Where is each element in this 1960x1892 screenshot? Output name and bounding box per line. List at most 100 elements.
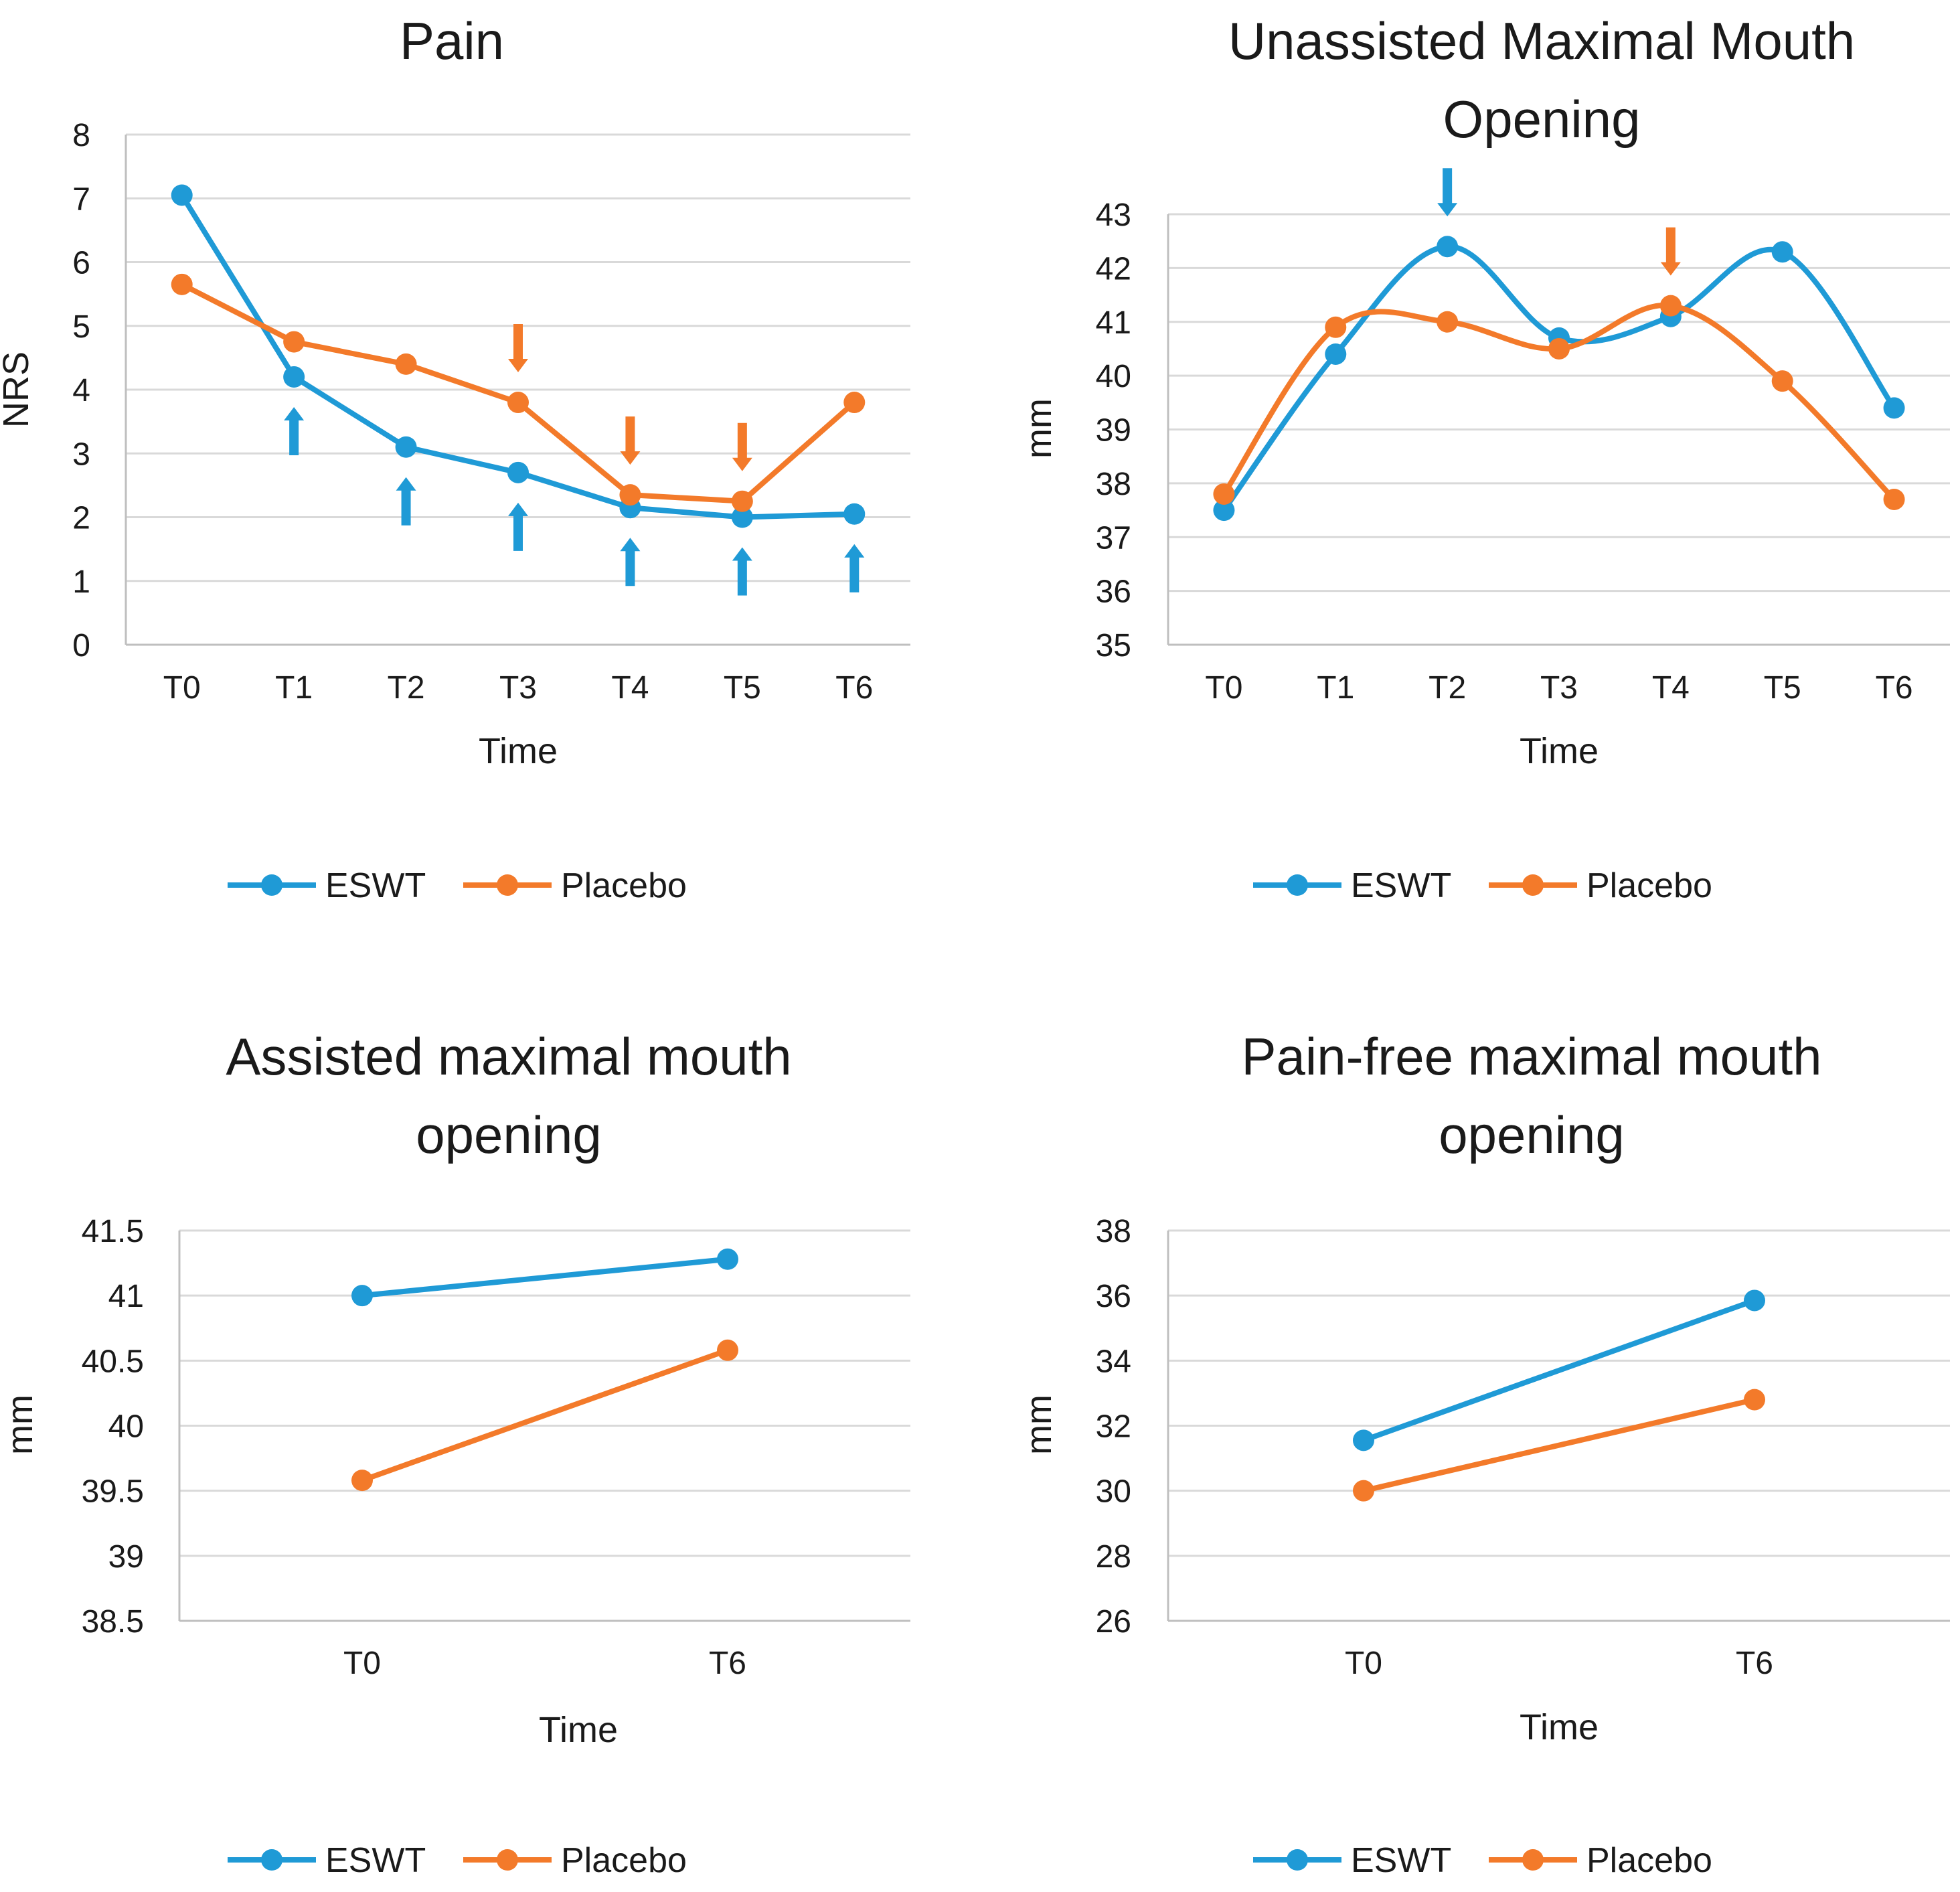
data-point-eswt-t6 [843,503,866,525]
y-tick-label: 0 [72,628,90,663]
data-point-eswt-t1 [1325,343,1347,365]
y-tick-label: 42 [1096,251,1131,287]
y-tick-label: 40.5 [82,1344,144,1379]
placebo-down-arrow-icon [508,324,528,373]
y-tick-label: 41 [1096,305,1131,341]
data-point-placebo-t5 [1771,370,1793,392]
data-point-placebo-t6 [1883,488,1905,510]
x-axis-label: Time [1520,1707,1599,1747]
legend-marker-placebo [1522,1849,1544,1871]
data-point-placebo-t2 [395,353,417,375]
chart-title: Assisted maximal mouth [226,1027,791,1086]
y-tick-label: 36 [1096,574,1131,610]
data-point-eswt-t6 [1744,1289,1765,1312]
x-tick-label: T6 [1736,1646,1773,1681]
x-axis-label: Time [539,1710,618,1750]
legend-marker-placebo [497,874,518,896]
eswt-down-arrow-icon [1437,168,1458,217]
x-tick-label: T1 [1317,670,1354,706]
x-tick-label: T2 [388,670,425,706]
x-tick-label: T0 [163,670,201,706]
y-axis-label: NRS [0,351,36,428]
series-line-eswt [1362,1297,1756,1443]
x-axis-label: Time [479,731,558,771]
legend: ESWT Placebo [1253,1841,1712,1880]
y-tick-label: 32 [1096,1409,1131,1445]
eswt-up-arrow-icon [396,477,416,526]
legend-label-eswt: ESWT [325,1841,426,1880]
x-tick-label: T1 [275,670,313,706]
data-point-eswt-t1 [283,366,305,388]
x-tick-label: T5 [1764,670,1801,706]
chart-title: Unassisted Maximal Mouth [1228,11,1855,70]
legend-label-eswt: ESWT [1351,1841,1451,1880]
data-point-eswt-t5 [1771,241,1793,263]
legend-marker-eswt [1287,874,1308,896]
x-tick-label: T3 [499,670,537,706]
y-axis-label: mm [0,1395,40,1455]
legend-marker-eswt [261,874,282,896]
data-point-placebo-t1 [1325,316,1347,338]
series-line-eswt [1222,244,1896,512]
y-tick-label: 8 [72,118,90,153]
data-point-eswt-t6 [1883,397,1905,419]
legend-label-eswt: ESWT [1351,866,1451,905]
y-axis-label: mm [1019,398,1059,459]
y-tick-label: 36 [1096,1279,1131,1314]
data-point-placebo-t0 [1213,483,1235,505]
placebo-down-arrow-icon [732,422,752,471]
legend-label-placebo: Placebo [561,1841,687,1880]
legend-marker-eswt [261,1849,282,1871]
legend: ESWT Placebo [228,866,687,905]
data-point-placebo-t6 [1744,1389,1765,1411]
chart-title: opening [416,1105,602,1164]
legend-marker-placebo [497,1849,518,1871]
legend-label-placebo: Placebo [561,866,687,905]
eswt-up-arrow-icon [284,406,305,455]
data-point-placebo-t6 [717,1339,738,1361]
y-tick-label: 39.5 [82,1474,144,1510]
y-tick-label: 2 [72,501,90,536]
chart-panel-3: Assisted maximal mouth opening 38.5 39 39.5 4… [0,1027,910,1880]
eswt-up-arrow-icon [508,502,528,551]
legend-label-placebo: Placebo [1586,866,1712,905]
x-tick-label: T5 [724,670,761,706]
data-point-eswt-t0 [171,184,193,206]
chart-title: Pain [400,11,504,70]
x-tick-label: T4 [611,670,649,706]
y-axis-label: mm [1019,1395,1059,1455]
x-tick-label: T3 [1540,670,1578,706]
data-point-placebo-t0 [351,1470,373,1492]
chart-title: opening [1439,1105,1625,1164]
data-point-eswt-t2 [395,436,417,458]
legend: ESWT Placebo [1253,866,1712,905]
eswt-up-arrow-icon [620,538,641,586]
data-point-placebo-t3 [1548,337,1570,360]
x-tick-label: T6 [1876,670,1913,706]
data-point-eswt-t5 [731,506,753,528]
y-tick-label: 7 [72,181,90,217]
y-tick-label: 5 [72,309,90,345]
legend-marker-eswt [1287,1849,1308,1871]
y-tick-label: 38 [1096,467,1131,502]
data-point-eswt-t0 [1353,1429,1374,1451]
y-tick-label: 41 [108,1279,144,1314]
placebo-down-arrow-icon [1660,227,1681,276]
chart-panel-1: Pain 0 1 2 3 4 5 6 7 8 T0 T1 T2 T3 T4 T5 T6 Time NRS ESWT Pl… [0,11,910,905]
x-tick-label: T2 [1428,670,1466,706]
x-tick-label: T0 [343,1646,381,1681]
chart-title: Opening [1443,90,1641,149]
y-tick-label: 30 [1096,1474,1131,1510]
eswt-up-arrow-icon [732,547,752,596]
y-tick-label: 38 [1096,1214,1131,1249]
series-line-placebo [1363,1397,1755,1494]
y-tick-label: 39 [1096,413,1131,449]
data-point-placebo-t4 [619,484,641,506]
y-tick-label: 37 [1096,520,1131,556]
y-tick-label: 41.5 [82,1214,144,1249]
chart-panel-4: Pain-free maximal mouth opening 26 28 30 32 34… [1019,1027,1950,1880]
data-point-placebo-t6 [843,392,866,414]
chart-title: Pain-free maximal mouth [1242,1027,1822,1086]
y-tick-label: 35 [1096,628,1131,663]
